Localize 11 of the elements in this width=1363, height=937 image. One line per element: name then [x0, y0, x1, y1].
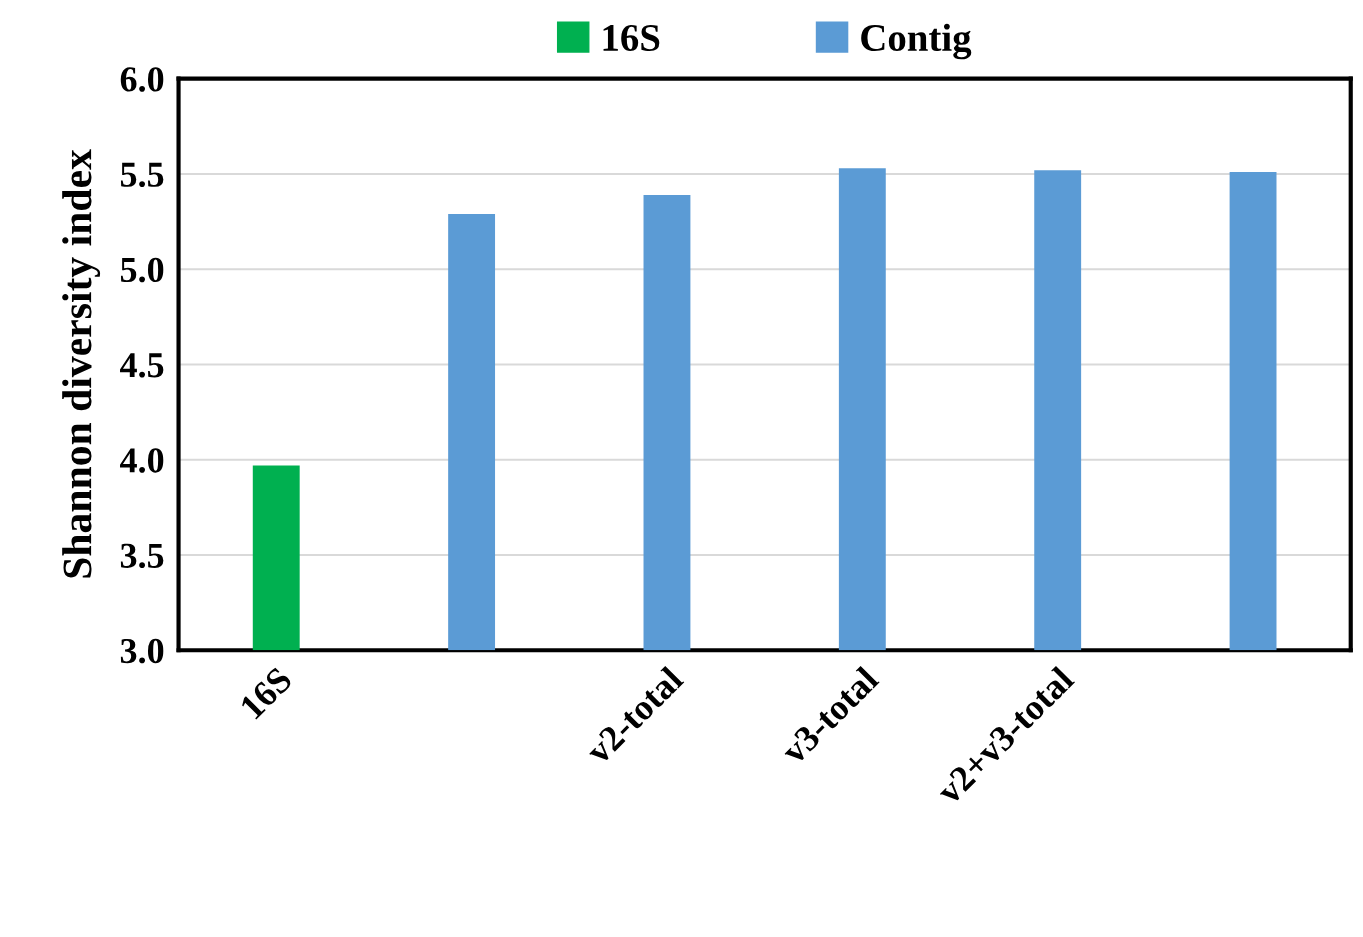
y-tick-label: 5.0 — [120, 257, 164, 283]
y-tick-label: 6.0 — [120, 67, 164, 92]
legend-label: Contig — [861, 23, 972, 60]
y-tick-label: 4.5 — [120, 353, 164, 378]
y-tick-label: 5.5 — [120, 162, 164, 188]
y-axis-title: Shannon diversity index — [62, 149, 101, 578]
y-tick-label: 3.5 — [120, 543, 164, 569]
legend-label: 16S — [603, 24, 660, 52]
x-tick-label: 16S — [239, 666, 294, 720]
y-tick-label: 3.0 — [120, 638, 164, 664]
y-tick-label: 4.0 — [120, 448, 164, 473]
